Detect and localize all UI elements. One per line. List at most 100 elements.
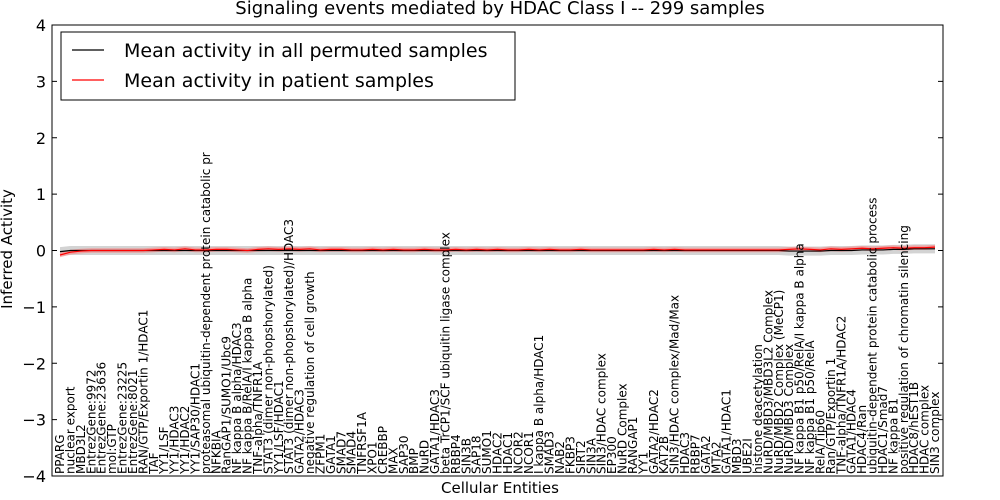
x-tick-label: YY1/LSF xyxy=(157,426,171,475)
x-tick-label: GATA2/HDAC3 xyxy=(293,389,307,474)
x-tick-label: RanGAP1/SUMO1/Ubc9 xyxy=(220,336,234,474)
legend-box xyxy=(60,31,516,101)
x-tick-label: NCOR1 xyxy=(522,431,536,474)
x-tick-label: ubiquitin-dependent protein catabolic pr… xyxy=(866,198,880,474)
x-tick-label: GATA1/HDAC1 xyxy=(720,389,734,474)
x-tick-label: HDAC2 xyxy=(491,432,505,474)
x-tick-label: beta TrCP1/SCF ubiquitin ligase complex xyxy=(438,232,452,474)
y-tick-label: −3 xyxy=(22,411,46,430)
x-tick-label: NF kappa B1 p50/RelA xyxy=(803,340,817,474)
x-tick-label: SMAD3 xyxy=(543,431,557,474)
x-tick-label: MAX xyxy=(386,447,400,474)
x-tick-label: NuRD xyxy=(418,440,432,474)
x-tick-label: HDAC8/hEST1B xyxy=(907,382,921,474)
x-tick-label: SMAD4 xyxy=(345,431,359,474)
chart-title: Signaling events mediated by HDAC Class … xyxy=(235,0,764,19)
x-tick-label: SIN3 complex xyxy=(928,392,942,474)
x-tick-label: NF kappa B alpha/HDAC3 xyxy=(230,322,244,474)
x-tick-label: NuRD/MBD3/MBD3L2 Complex xyxy=(761,290,775,474)
x-tick-label: YY1/HDAC2 xyxy=(178,406,192,475)
x-tick-label: I kappa B alpha/HDAC1 xyxy=(532,335,546,474)
x-tick-label: RBBP4 xyxy=(449,434,463,474)
x-tick-label: NF kappa B1 p50/RelA/I kappa B alpha xyxy=(793,243,807,474)
x-tick-label: KAT2B xyxy=(657,436,671,474)
x-tick-label: TNF-alpha/TNFR1A/HDAC2 xyxy=(834,316,848,475)
y-tick-label: 4 xyxy=(36,16,46,35)
x-tick-label: NuRD Complex xyxy=(616,383,630,474)
x-tick-label: TAF xyxy=(147,452,161,475)
x-tick-label: GATA1/HDAC3 xyxy=(428,389,442,474)
x-tick-label: EntrezGene:8021 xyxy=(126,370,140,475)
x-tick-label: YY1/HDAC3 xyxy=(168,406,182,475)
y-tick-label: −4 xyxy=(22,467,46,486)
x-tick-label: YY1 xyxy=(636,452,650,475)
x-tick-label: EntrezGene:23225 xyxy=(116,362,130,474)
x-tick-label: MTA2 xyxy=(709,441,723,474)
x-tick-label: HDAC1 xyxy=(501,432,515,474)
x-tick-label: MBD3L2 xyxy=(74,424,88,474)
x-tick-label: EP300 xyxy=(605,436,619,474)
x-tick-label: RelA/Tip60 xyxy=(813,410,827,474)
x-tick-label: EntrezGene:23636 xyxy=(95,362,109,474)
x-tick-label: nuclear export xyxy=(63,386,77,474)
x-tick-label: YY1/LSF/HDAC1 xyxy=(272,380,286,475)
plot-frame xyxy=(51,24,944,477)
x-tick-label: MBD3 xyxy=(730,439,744,474)
x-tick-label: EntrezGene:9972 xyxy=(84,370,98,475)
x-tick-label: positive regulation of chromatin silenci… xyxy=(897,225,911,474)
x-tick-label: NCOR2 xyxy=(511,431,525,474)
x-tick-label: GATA2/HDAC2 xyxy=(647,389,661,474)
x-tick-label: PPARG xyxy=(53,434,67,474)
x-tick-label: NF kappa B1 xyxy=(886,398,900,474)
y-tick-label: −1 xyxy=(22,298,46,317)
x-tick-label: GATA1 xyxy=(324,435,338,474)
x-tick-label: SAP30 xyxy=(397,435,411,474)
legend-label-patient: Mean activity in patient samples xyxy=(124,70,434,92)
x-tick-label: XPO1 xyxy=(366,441,380,474)
x-tick-label: NuRD/MBD3 Complex xyxy=(782,344,796,474)
x-tick-label: RAN/GTP/Exportin 1/HDAC1 xyxy=(136,310,150,474)
x-tick-label: CREBBP xyxy=(376,426,390,474)
x-tick-label: RANGAP1 xyxy=(626,417,640,474)
x-tick-label: TNF-alpha/TNFR1A xyxy=(251,361,265,475)
y-tick-label: −2 xyxy=(22,354,46,373)
x-tick-label: TNFRSF1A xyxy=(355,411,369,475)
x-tick-label: YY1/SAP30/HDAC1 xyxy=(188,363,202,475)
legend-label-permuted: Mean activity in all permuted samples xyxy=(124,40,487,62)
x-tick-label: HDAC3 xyxy=(678,432,692,474)
legend: Mean activity in all permuted samples Me… xyxy=(60,31,516,101)
x-tick-label: HDAC1/Smad7 xyxy=(876,386,890,474)
x-tick-label: HDAC4/Ran xyxy=(855,405,869,474)
x-tick-label: proteasomal ubiquitin-dependent protein … xyxy=(199,152,213,474)
x-tick-label: histone deacetylation xyxy=(751,344,765,474)
x-tick-label: STAT3 (dimer non-phopshorylated) xyxy=(261,265,275,474)
x-tick-label: RBBP7 xyxy=(688,434,702,474)
x-tick-label: SIRT2 xyxy=(574,440,588,474)
x-tick-label: NF kappa B/RelA/I kappa B alpha xyxy=(241,278,255,474)
x-tick-label: SIN3/HDAC complex xyxy=(595,353,609,474)
x-tick-label: SMAD7 xyxy=(334,431,348,474)
x-tick-label: GATA2 xyxy=(699,435,713,474)
x-tick-label: SAP18 xyxy=(470,435,484,474)
patient-line xyxy=(59,246,936,256)
x-tick-label: NFKBIA xyxy=(209,429,223,474)
y-tick-label: 2 xyxy=(36,129,46,148)
y-tick-label: 0 xyxy=(36,242,46,261)
x-tick-label: Ran/GTP/Exportin 1 xyxy=(824,358,838,474)
x-tick-label: NAB2 xyxy=(553,441,567,474)
x-tick-label: negative regulation of cell growth xyxy=(303,271,317,474)
x-tick-label: GATA1/HDAC4 xyxy=(845,389,859,474)
x-tick-label: SUMO1 xyxy=(480,430,494,474)
x-tick-label: SIN3B xyxy=(459,438,473,474)
x-tick-label: BMP xyxy=(407,448,421,474)
x-tick-label: SIN3/HDAC complex/Mad/Max xyxy=(668,295,682,474)
x-tick-label: NuRD/MBD2 Complex (MeCP1) xyxy=(772,290,786,474)
x-tick-label: UBE2I xyxy=(741,438,755,474)
x-tick-label: FKBP3 xyxy=(563,436,577,474)
x-tick-label: mol:GTP xyxy=(105,424,119,474)
x-tick-label: HDAC complex xyxy=(918,385,932,474)
x-tick-label: STAT3 (dimer non-phopshorylated)/HDAC3 xyxy=(282,219,296,474)
y-axis-label: Inferred Activity xyxy=(0,189,16,309)
